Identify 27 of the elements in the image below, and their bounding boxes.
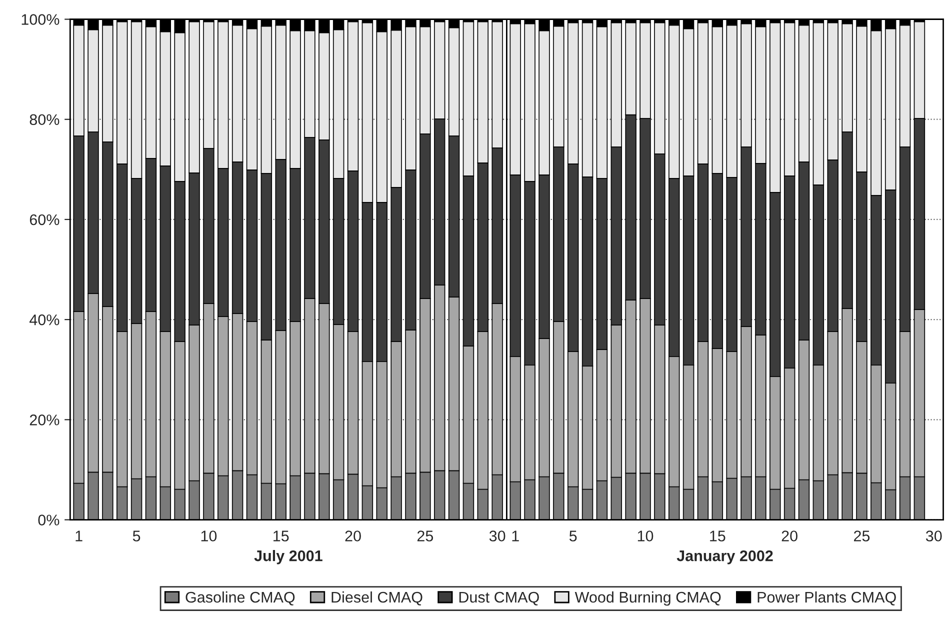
y-tick-label: 60% (30, 214, 60, 226)
legend-label: Diesel CMAQ (332, 591, 422, 606)
y-tick-label: 80% (30, 114, 60, 126)
legend-label: Power Plants CMAQ (758, 591, 896, 606)
x-tick-label: 20 (782, 530, 798, 542)
x-tick-label: 1 (512, 530, 519, 542)
x-tick-label: 30 (926, 530, 942, 542)
x-tick-label: 1 (76, 530, 82, 542)
y-tick-label: 0% (38, 514, 60, 526)
x-tick-label: 5 (569, 530, 577, 542)
x-tick-label: 15 (274, 530, 289, 542)
y-tick-label: 20% (30, 414, 60, 426)
y-tick-label: 100% (22, 14, 60, 25)
x-axis-title: January 2002 (676, 550, 773, 564)
x-tick-label: 30 (489, 530, 506, 542)
x-tick-label: 20 (345, 530, 361, 542)
legend-label: Gasoline CMAQ (186, 591, 295, 606)
x-tick-label: 15 (710, 530, 726, 542)
x-axis-title: July 2001 (254, 550, 322, 564)
x-tick-label: 25 (854, 530, 870, 542)
x-tick-label: 10 (638, 530, 654, 542)
x-tick-label: 25 (417, 530, 434, 542)
x-tick-label: 10 (201, 530, 217, 542)
x-tick-label: 5 (132, 530, 140, 542)
legend-label: Dust CMAQ (459, 592, 539, 606)
y-tick-label: 40% (30, 314, 60, 326)
legend-label: Wood Burning CMAQ (574, 591, 721, 606)
